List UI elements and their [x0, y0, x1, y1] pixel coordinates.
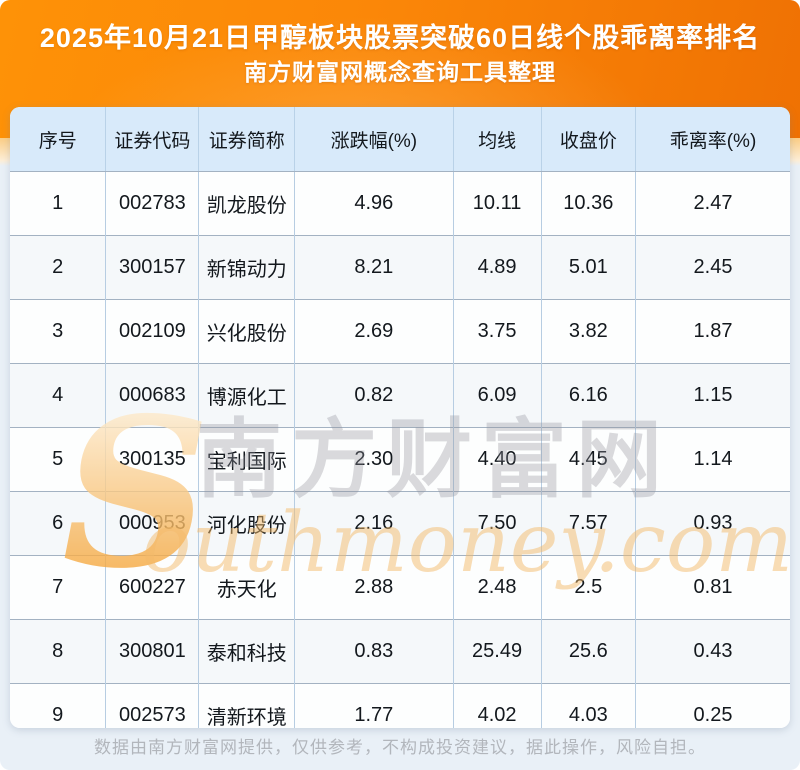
table-cell: 3.75 — [452, 299, 542, 364]
table-cell: 600227 — [105, 555, 199, 620]
table-cell: 2.45 — [635, 235, 790, 300]
table-cell: 8 — [10, 619, 106, 684]
table-cell: 1.14 — [635, 427, 790, 492]
table-cell: 6 — [10, 491, 106, 556]
table-row: 7 600227 赤天化 2.88 2.48 2.5 0.81 — [10, 555, 790, 620]
table-cell: 002783 — [105, 171, 199, 236]
table-cell: 002573 — [105, 683, 199, 728]
table-row: 3 002109 兴化股份 2.69 3.75 3.82 1.87 — [10, 299, 790, 364]
table-cell: 4.45 — [540, 427, 636, 492]
table-cell: 0.25 — [635, 683, 790, 728]
column-header-4: 均线 — [452, 107, 542, 172]
table-cell: 5 — [10, 427, 106, 492]
page-subtitle: 南方财富网概念查询工具整理 — [244, 59, 556, 85]
table-row: 2 300157 新锦动力 8.21 4.89 5.01 2.45 — [10, 235, 790, 300]
table-cell: 300135 — [105, 427, 199, 492]
table-cell: 0.81 — [635, 555, 790, 620]
table-row: 6 000953 河化股份 2.16 7.50 7.57 0.93 — [10, 491, 790, 556]
table-cell: 0.82 — [294, 363, 454, 428]
table-cell: 4.03 — [540, 683, 636, 728]
table-cell: 2.16 — [294, 491, 454, 556]
table-cell: 5.01 — [540, 235, 636, 300]
table-cell: 25.49 — [452, 619, 542, 684]
table-cell: 7 — [10, 555, 106, 620]
column-header-3: 涨跌幅(%) — [294, 107, 454, 172]
table-cell: 3.82 — [540, 299, 636, 364]
table-cell: 300157 — [105, 235, 199, 300]
table-cell: 新锦动力 — [198, 235, 295, 300]
table-header-row: 序号 证券代码 证券简称 涨跌幅(%) 均线 收盘价 乖离率(%) — [10, 107, 790, 172]
table-cell: 1.77 — [294, 683, 454, 728]
table-cell: 2 — [10, 235, 106, 300]
table-cell: 兴化股份 — [198, 299, 295, 364]
table-cell: 2.47 — [635, 171, 790, 236]
table-row: 9 002573 清新环境 1.77 4.02 4.03 0.25 — [10, 683, 790, 728]
column-header-0: 序号 — [10, 107, 106, 172]
table-cell: 25.6 — [540, 619, 636, 684]
table-cell: 0.93 — [635, 491, 790, 556]
table-row: 1 002783 凯龙股份 4.96 10.11 10.36 2.47 — [10, 171, 790, 236]
table-cell: 000953 — [105, 491, 199, 556]
table-cell: 10.36 — [540, 171, 636, 236]
table-cell: 2.69 — [294, 299, 454, 364]
table-cell: 1.15 — [635, 363, 790, 428]
table-cell: 6.09 — [452, 363, 542, 428]
column-header-1: 证券代码 — [105, 107, 199, 172]
table-cell: 宝利国际 — [198, 427, 295, 492]
table-cell: 300801 — [105, 619, 199, 684]
table-cell: 泰和科技 — [198, 619, 295, 684]
table-cell: 1 — [10, 171, 106, 236]
table-cell: 凯龙股份 — [198, 171, 295, 236]
table-cell: 4.89 — [452, 235, 542, 300]
table-cell: 10.11 — [452, 171, 542, 236]
table-cell: 2.88 — [294, 555, 454, 620]
table-cell: 6.16 — [540, 363, 636, 428]
table-cell: 4 — [10, 363, 106, 428]
table-cell: 4.96 — [294, 171, 454, 236]
table-row: 8 300801 泰和科技 0.83 25.49 25.6 0.43 — [10, 619, 790, 684]
table-cell: 0.83 — [294, 619, 454, 684]
table-cell: 8.21 — [294, 235, 454, 300]
table-cell: 2.48 — [452, 555, 542, 620]
table-cell: 清新环境 — [198, 683, 295, 728]
table-cell: 7.57 — [540, 491, 636, 556]
column-header-6: 乖离率(%) — [635, 107, 790, 172]
ranking-table: 序号 证券代码 证券简称 涨跌幅(%) 均线 收盘价 乖离率(%) 1 002783 凯龙股份 4… — [10, 107, 790, 728]
table-row: 4 000683 博源化工 0.82 6.09 6.16 1.15 — [10, 363, 790, 428]
disclaimer-text: 数据由南方财富网提供，仅供参考，不构成投资建议，据此操作，风险自担。 — [94, 738, 706, 757]
table-cell: 7.50 — [452, 491, 542, 556]
table-cell: 9 — [10, 683, 106, 728]
table-cell: 000683 — [105, 363, 199, 428]
table-cell: 赤天化 — [198, 555, 295, 620]
table-cell: 河化股份 — [198, 491, 295, 556]
table-cell: 4.02 — [452, 683, 542, 728]
table-cell: 2.5 — [540, 555, 636, 620]
table-row: 5 300135 宝利国际 2.30 4.40 4.45 1.14 — [10, 427, 790, 492]
table-cell: 4.40 — [452, 427, 542, 492]
table-cell: 博源化工 — [198, 363, 295, 428]
page-title: 2025年10月21日甲醇板块股票突破60日线个股乖离率排名 — [39, 23, 761, 53]
column-header-5: 收盘价 — [540, 107, 636, 172]
table-cell: 0.43 — [635, 619, 790, 684]
table-cell: 2.30 — [294, 427, 454, 492]
table-cell: 002109 — [105, 299, 199, 364]
table-card: 序号 证券代码 证券简称 涨跌幅(%) 均线 收盘价 乖离率(%) 1 002783 凯龙股份 4… — [10, 107, 790, 728]
table-cell: 1.87 — [635, 299, 790, 364]
table-cell: 3 — [10, 299, 106, 364]
column-header-2: 证券简称 — [198, 107, 295, 172]
